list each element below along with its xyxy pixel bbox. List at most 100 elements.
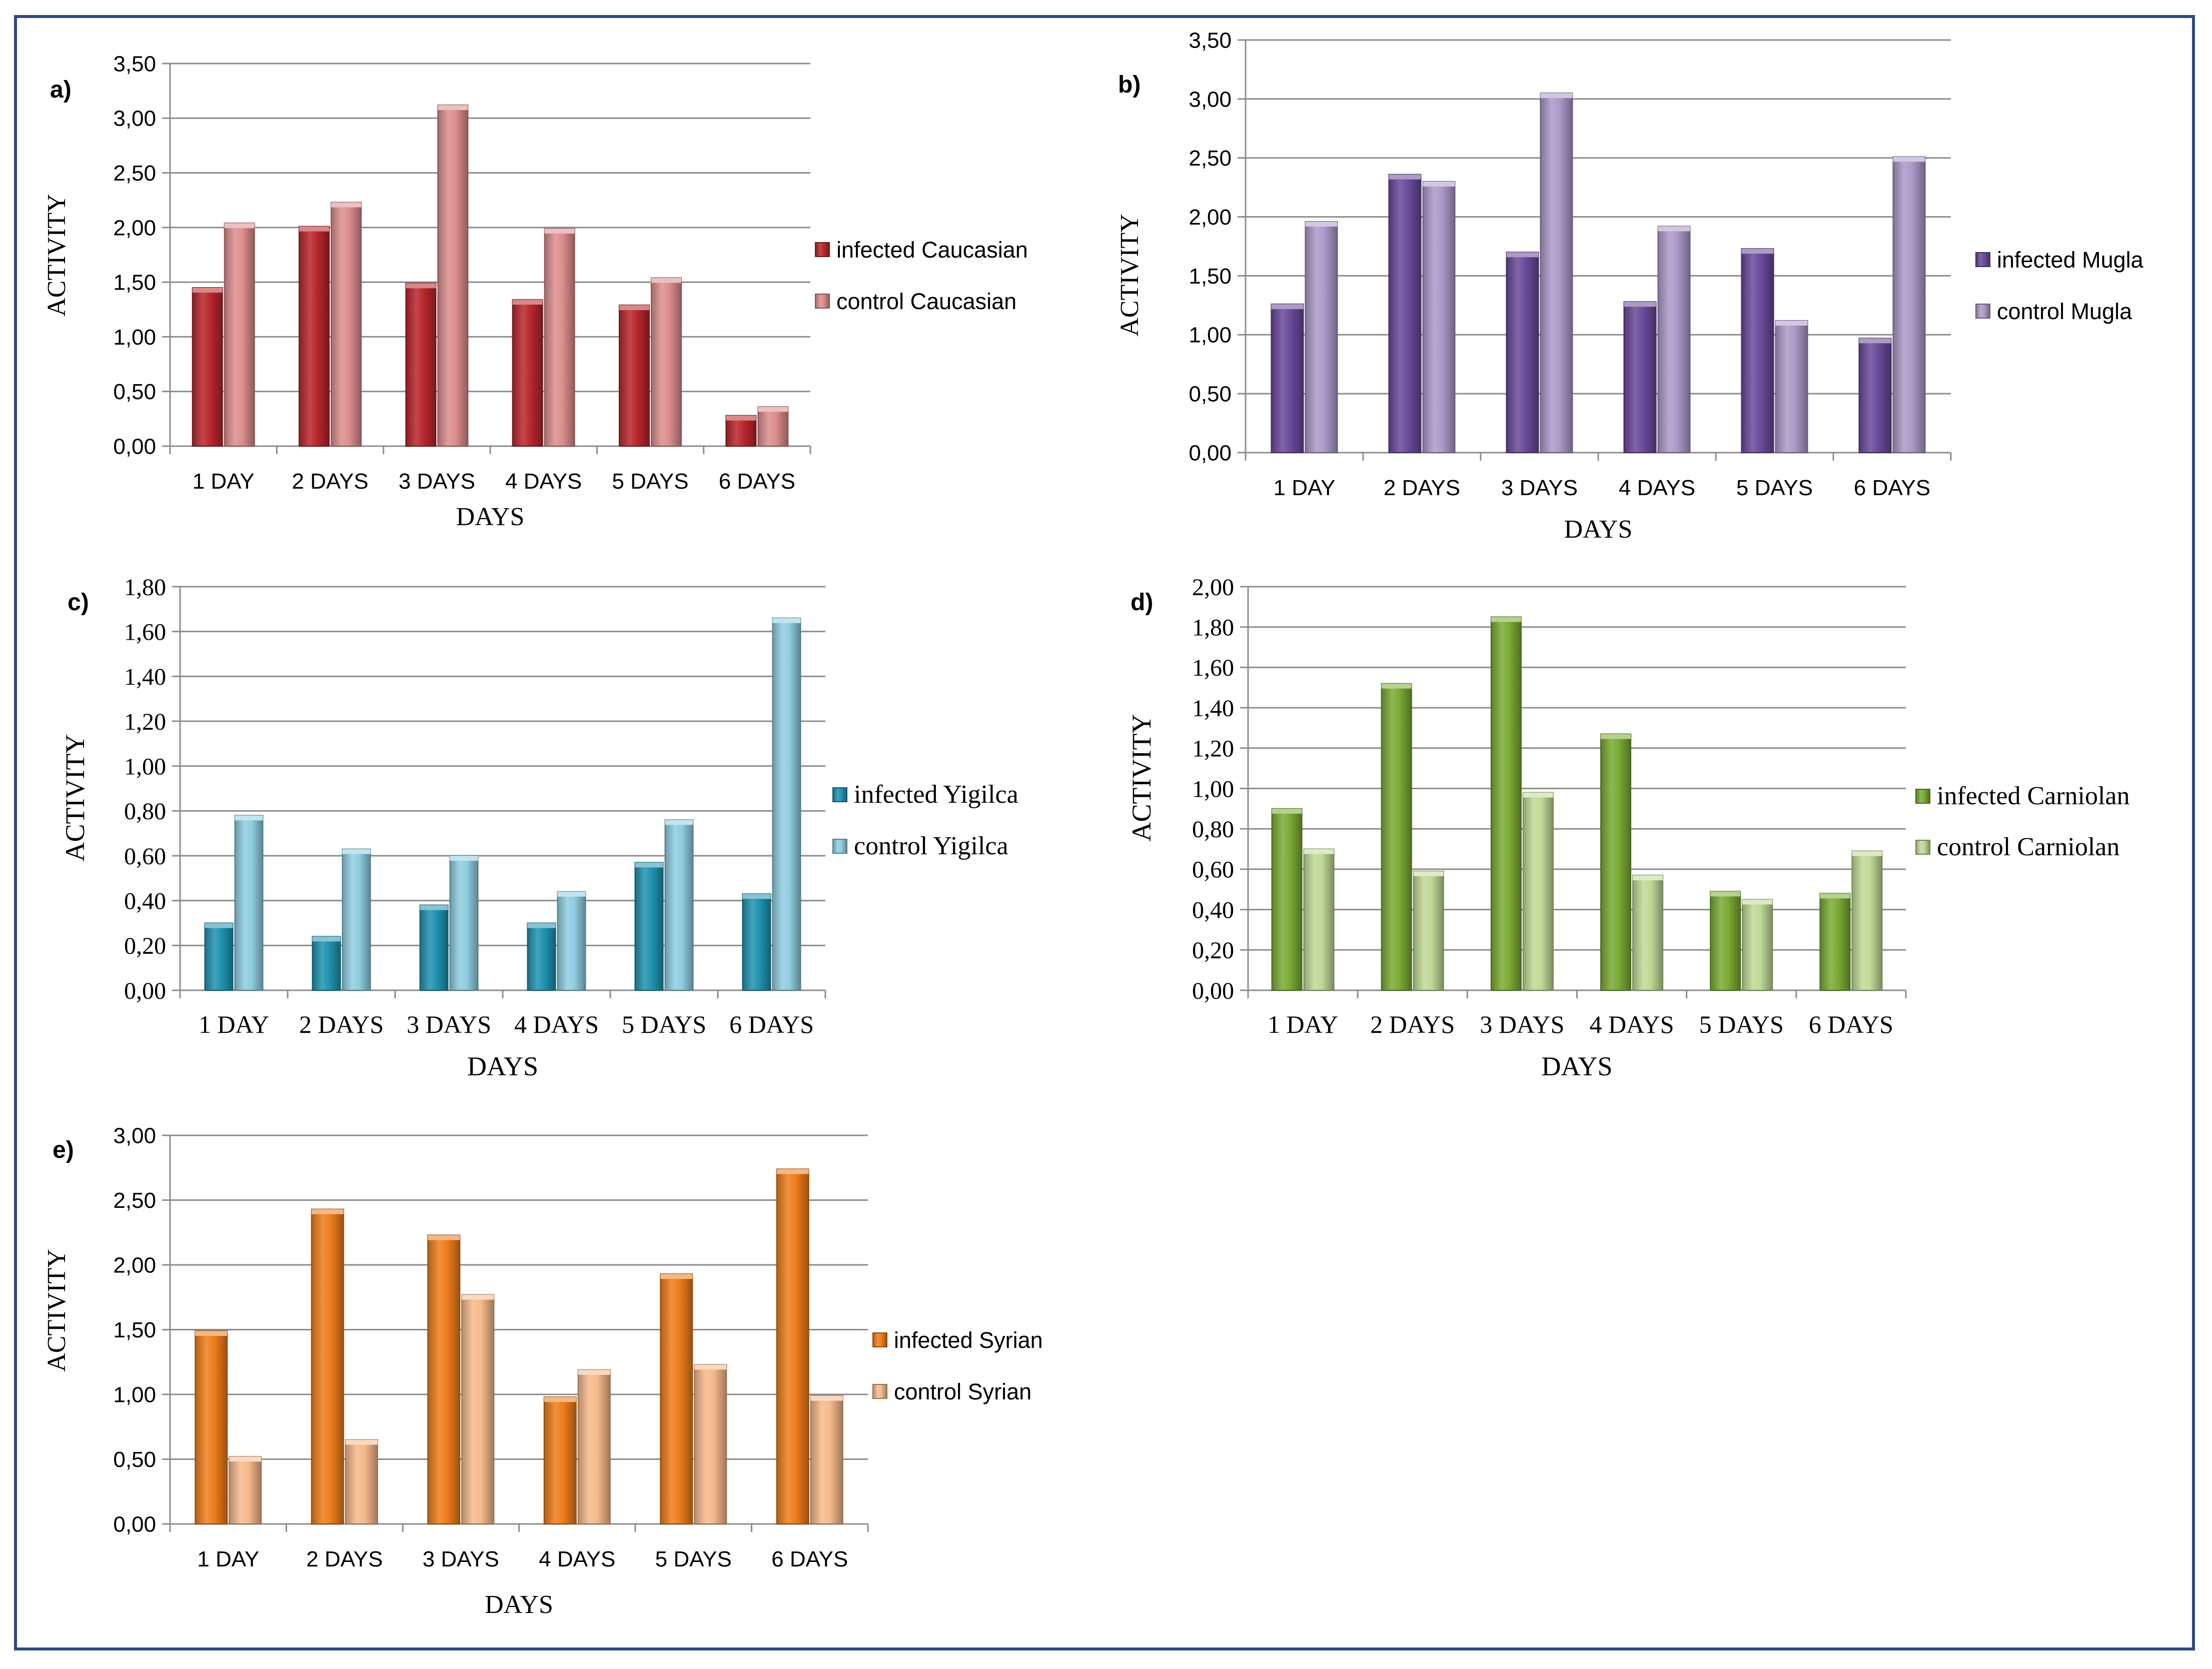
y-axis-title: ACTIVITY [43,1249,71,1372]
bar-infected [1600,733,1632,991]
y-tick-label: 0,60 [1192,857,1234,883]
bar-control [331,202,362,447]
legend-label: infected Caucasian [836,237,1028,263]
x-tick-label: 6 DAYS [729,1010,814,1038]
x-tick-label: 4 DAYS [505,469,582,494]
bar-infected [192,287,223,447]
legend-label: control Yigilca [854,832,1008,860]
bar-top-highlight [428,1235,460,1240]
legend-label: control Syrian [894,1379,1031,1404]
bar-infected [405,283,437,447]
bar-infected [312,936,341,991]
bar-top-highlight [1540,93,1573,99]
y-tick-label: 2,00 [113,1253,156,1277]
bar-control [234,815,264,991]
x-tick-label: 1 DAY [1268,1010,1338,1038]
bar-top-highlight [331,202,361,208]
bar-control [772,617,801,991]
bar-top-highlight [665,820,693,825]
bar-control [437,105,469,447]
bar-control [1303,848,1335,991]
bar-control [461,1294,495,1525]
bar-top-highlight [1775,321,1808,326]
x-tick-label: 4 DAYS [1590,1010,1674,1038]
bar-top-highlight [342,849,371,854]
y-tick-label: 1,20 [1192,736,1234,762]
y-tick-label: 2,50 [113,161,156,186]
bar-infected [1490,616,1522,991]
bar-top-highlight [1304,849,1334,854]
y-tick-label: 0,40 [1192,897,1234,923]
x-tick-label: 6 DAYS [1854,476,1930,500]
bar-top-highlight [1710,891,1741,897]
bar-infected [742,893,771,991]
y-tick-label: 1,00 [113,325,156,350]
x-axis-title: DAYS [1564,515,1633,544]
bar-control [694,1364,727,1524]
x-tick-label: 1 DAY [197,1547,259,1571]
bar-top-highlight [224,223,255,229]
x-tick-label: 1 DAY [199,1010,269,1038]
x-axis-title: DAYS [467,1051,538,1081]
bar-top-highlight [1305,222,1338,227]
y-tick-label: 1,00 [113,1382,156,1407]
legend-swatch [1975,304,1990,319]
legend-swatch [1915,789,1930,804]
panel-label: b) [1118,72,1141,98]
bar-control [1413,870,1444,991]
bar-top-highlight [758,407,788,412]
bar-top-highlight [772,618,801,623]
x-tick-label: 5 DAYS [622,1010,706,1038]
bar-top-highlight [1601,734,1631,739]
x-tick-label: 3 DAYS [399,469,475,494]
y-tick-label: 0,00 [113,434,156,459]
bar-top-highlight [420,905,448,910]
y-tick-label: 3,50 [113,52,156,76]
y-tick-label: 2,00 [113,216,156,240]
bar-top-highlight [1852,851,1882,856]
x-tick-label: 6 DAYS [1809,1010,1893,1038]
bar-top-highlight [192,288,223,293]
bar-control [449,855,479,991]
bar-infected [543,1396,577,1524]
bar-infected [419,904,449,991]
x-tick-label: 3 DAYS [1480,1010,1564,1038]
y-tick-label: 1,50 [1189,264,1232,289]
bar-top-highlight [450,856,478,861]
bar-control [544,228,575,447]
y-tick-label: 2,50 [113,1188,156,1213]
bar-infected [204,922,234,991]
panel-label: e) [53,1137,74,1163]
bar-top-highlight [635,862,663,868]
bar-top-highlight [345,1439,378,1445]
y-tick-label: 1,40 [1192,695,1234,722]
legend-swatch [815,242,830,257]
y-tick-label: 3,00 [113,1123,156,1148]
legend-label: infected Carniolan [1937,782,2130,810]
bar-top-highlight [527,923,556,928]
bar-control [757,406,789,447]
bar-infected [195,1330,228,1525]
bar-infected [299,226,330,447]
panel-label: a) [50,77,72,103]
bar-infected [527,922,556,991]
panel-label: c) [68,589,89,616]
bar-top-highlight [619,305,649,311]
x-tick-label: 5 DAYS [612,469,688,494]
bar-top-highlight [544,229,575,234]
y-axis-title: ACTIVITY [1127,714,1157,842]
y-tick-label: 0,20 [124,933,166,959]
bar-top-highlight [312,936,341,942]
bar-control [345,1439,378,1524]
x-tick-label: 5 DAYS [1736,476,1813,500]
x-axis-title: DAYS [456,503,525,531]
x-tick-label: 2 DAYS [1384,476,1460,500]
bar-top-highlight [1423,181,1455,187]
y-tick-label: 2,00 [1189,205,1232,230]
bar-infected [427,1234,461,1524]
y-tick-label: 0,00 [1189,441,1232,465]
bar-infected [311,1208,344,1524]
x-tick-label: 5 DAYS [655,1547,732,1571]
bar-infected [1381,683,1412,991]
